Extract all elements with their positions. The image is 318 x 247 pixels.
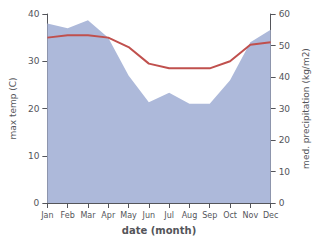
svg-text:40: 40 xyxy=(279,72,291,82)
svg-text:Aug: Aug xyxy=(182,211,198,220)
svg-text:Jan: Jan xyxy=(40,211,53,220)
svg-text:med. precipitation (kg/m2): med. precipitation (kg/m2) xyxy=(301,48,311,169)
svg-text:10: 10 xyxy=(279,167,291,177)
svg-text:Jul: Jul xyxy=(163,211,174,220)
svg-text:40: 40 xyxy=(28,9,40,19)
svg-text:30: 30 xyxy=(279,104,291,114)
svg-text:Mar: Mar xyxy=(80,211,96,220)
svg-text:Feb: Feb xyxy=(61,211,75,220)
svg-text:Nov: Nov xyxy=(243,211,259,220)
svg-text:50: 50 xyxy=(279,41,291,51)
svg-text:Oct: Oct xyxy=(223,211,237,220)
svg-text:20: 20 xyxy=(28,104,40,114)
svg-text:May: May xyxy=(120,211,137,220)
svg-text:60: 60 xyxy=(279,9,291,19)
svg-text:max temp (C): max temp (C) xyxy=(8,77,18,139)
svg-text:date (month): date (month) xyxy=(122,225,196,236)
svg-text:10: 10 xyxy=(28,151,40,161)
svg-text:30: 30 xyxy=(28,56,40,66)
svg-text:0: 0 xyxy=(279,198,285,208)
svg-text:20: 20 xyxy=(279,135,291,145)
svg-text:Sep: Sep xyxy=(202,211,217,220)
svg-text:Jun: Jun xyxy=(142,211,156,220)
svg-text:Dec: Dec xyxy=(263,211,278,220)
svg-text:0: 0 xyxy=(34,198,40,208)
svg-text:Apr: Apr xyxy=(101,211,116,220)
